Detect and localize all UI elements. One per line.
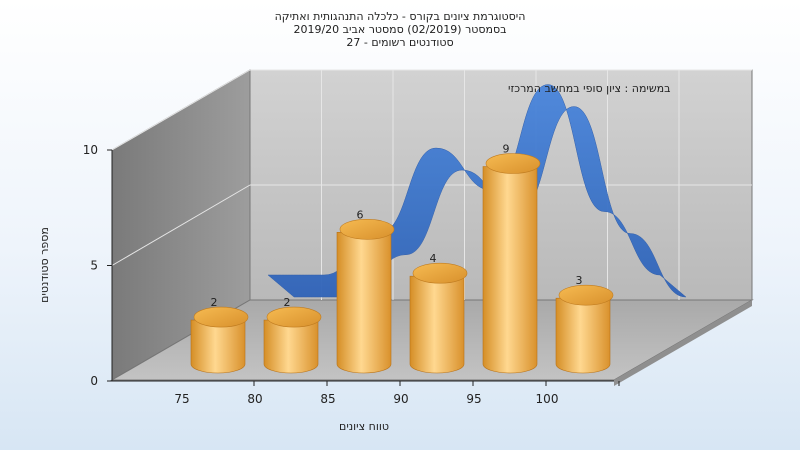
bar-value-label: 3 <box>576 274 583 287</box>
bar-top <box>339 219 395 240</box>
x-tick-labels: 75 80 85 90 95 100 <box>174 381 620 406</box>
y-tick-labels: 0 5 10 <box>83 143 112 388</box>
y-axis-label: מספר סטודנטים <box>38 227 51 303</box>
bar-100: 3 <box>555 274 614 374</box>
bar-value-label: 4 <box>430 252 437 265</box>
y-tick-label: 0 <box>90 374 98 388</box>
bar-body <box>263 319 319 374</box>
bar-80: 2 <box>263 296 322 374</box>
chart-subtitle: בסמסטר (02/2019) סמסטר אביב 2019/20 <box>293 23 507 36</box>
bar-85: 6 <box>336 208 395 374</box>
y-tick-label: 10 <box>83 143 98 157</box>
bar-top <box>266 306 322 328</box>
bar-body <box>409 275 465 374</box>
chart-title-block: היסטוגרמת ציונים בקורס - כלכלה התנהגותית… <box>0 10 800 49</box>
grid-line-side <box>111 184 251 266</box>
x-tick-label: 75 <box>174 392 189 406</box>
bar-top <box>412 262 468 284</box>
bar-body <box>555 297 611 374</box>
bar-90: 4 <box>409 252 468 374</box>
x-tick-label: 80 <box>247 392 262 406</box>
bar-top <box>558 284 614 306</box>
chart-annotation: במשימה : ציון סופי במחשב המרכזי <box>508 82 671 95</box>
bar-75: 2 <box>190 296 249 374</box>
bar-top <box>485 153 541 174</box>
x-tick-label: 90 <box>393 392 408 406</box>
bar-body <box>190 319 246 374</box>
bar-value-label: 2 <box>211 296 218 309</box>
x-tick-label: 100 <box>536 392 559 406</box>
bar-body <box>482 166 538 374</box>
y-tick-label: 5 <box>90 259 98 273</box>
bar-value-label: 9 <box>503 142 510 155</box>
chart-subtitle-2: סטודנטים רשומים - 27 <box>346 36 454 49</box>
x-tick-label: 95 <box>466 392 481 406</box>
bars-layer: 2 2 6 4 9 3 <box>190 142 614 374</box>
bar-top <box>193 306 249 328</box>
bar-95: 9 <box>482 142 541 374</box>
bar-body <box>336 232 392 374</box>
grid-lines <box>111 69 752 300</box>
bar-value-label: 2 <box>284 296 291 309</box>
chart-title: היסטוגרמת ציונים בקורס - כלכלה התנהגותית… <box>274 10 526 23</box>
x-axis-label: טווח ציונים <box>339 420 389 433</box>
x-tick-label: 85 <box>320 392 335 406</box>
grid-line-side <box>111 69 251 151</box>
bar-value-label: 6 <box>357 208 364 221</box>
chart-floor-edge <box>614 300 752 386</box>
